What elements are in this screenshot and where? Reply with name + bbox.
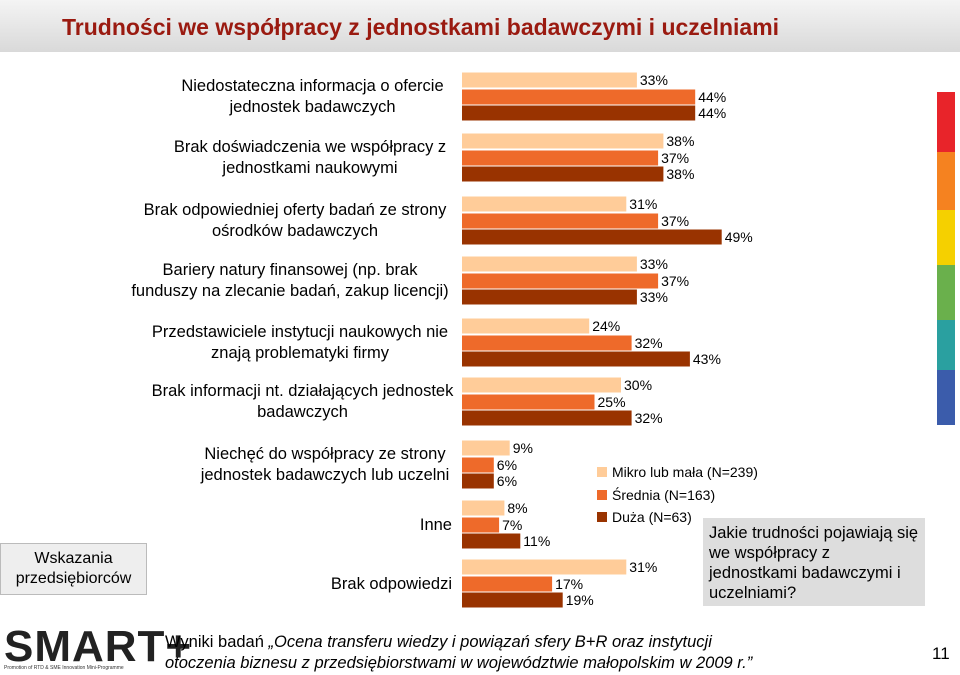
legend-swatch	[597, 489, 607, 500]
bar	[462, 273, 659, 289]
bar	[462, 592, 563, 608]
bar	[462, 105, 696, 121]
bar	[462, 351, 690, 367]
value-label: 9%	[513, 440, 533, 456]
category-label: Inne	[419, 515, 452, 534]
category-label: Brak odpowiedniej oferty badań ze strony…	[143, 201, 447, 240]
bar	[462, 576, 553, 592]
value-label: 19%	[566, 592, 594, 608]
decor-stripe	[937, 265, 955, 320]
value-label: 44%	[698, 105, 726, 121]
bar	[462, 410, 632, 426]
decor-stripe	[937, 92, 955, 152]
bar	[462, 229, 722, 245]
side-note: Wskazania przedsiębiorców	[0, 543, 147, 595]
bar	[462, 457, 494, 473]
logo-subtitle: Promotion of RTD & SME Innovation Mini-P…	[4, 665, 124, 671]
value-label: 33%	[640, 72, 668, 88]
legend-swatch	[597, 512, 607, 523]
decor-stripe	[937, 370, 955, 425]
category-label: Niedostateczna informacja o ofercie jedn…	[181, 77, 444, 116]
decor-stripe	[937, 320, 955, 370]
value-label: 37%	[661, 213, 689, 229]
legend-item: Średnia (N=163)	[597, 484, 758, 507]
footer-quote: otoczenia biznesu z przedsiębiorstwami w…	[165, 654, 753, 672]
bar	[462, 394, 595, 410]
value-label: 31%	[629, 196, 657, 212]
bar	[462, 533, 521, 549]
bar	[462, 196, 627, 212]
value-label: 7%	[502, 517, 522, 533]
bar	[462, 133, 664, 149]
value-label: 38%	[666, 166, 694, 182]
value-label: 17%	[555, 576, 583, 592]
value-label: 33%	[640, 289, 668, 305]
category-label: Niechęć do współpracy ze strony jednoste…	[200, 445, 450, 484]
value-label: 6%	[497, 473, 517, 489]
legend-label: Duża (N=63)	[612, 509, 692, 525]
legend-swatch	[597, 467, 607, 478]
bar	[462, 335, 632, 351]
bar	[462, 150, 659, 166]
value-label: 32%	[635, 335, 663, 351]
decor-stripe	[937, 210, 955, 265]
bar	[462, 72, 637, 88]
value-label: 49%	[725, 229, 753, 245]
value-label: 38%	[666, 133, 694, 149]
bar	[462, 213, 659, 229]
bar	[462, 318, 590, 334]
bar	[462, 440, 510, 456]
legend-label: Mikro lub mała (N=239)	[612, 464, 758, 480]
value-label: 44%	[698, 89, 726, 105]
value-label: 30%	[624, 377, 652, 393]
title-bar	[0, 0, 960, 52]
category-label: Przedstawiciele instytucji naukowych nie…	[151, 323, 449, 362]
bar	[462, 166, 664, 182]
category-label: Bariery natury finansowej (np. brak fund…	[131, 261, 449, 300]
category-label: Brak informacji nt. działających jednost…	[151, 382, 454, 421]
logo: SMART+	[4, 622, 193, 671]
value-label: 8%	[507, 500, 527, 516]
bar	[462, 289, 637, 305]
page-number: 11	[932, 644, 950, 663]
bar	[462, 517, 500, 533]
value-label: 37%	[661, 273, 689, 289]
value-label: 11%	[523, 533, 550, 549]
value-label: 32%	[635, 410, 663, 426]
category-label: Brak odpowiedzi	[330, 574, 452, 593]
category-label: Brak doświadczenia we współpracy z jedno…	[173, 138, 447, 177]
legend-item: Mikro lub mała (N=239)	[597, 461, 758, 484]
bar	[462, 473, 494, 489]
bar	[462, 377, 621, 393]
footer-text: Wyniki badań „Ocena transferu wiedzy i p…	[165, 632, 752, 674]
footer-quote: „Ocena transferu wiedzy i powiązań sfery…	[268, 633, 712, 651]
decor-stripe	[937, 152, 955, 210]
value-label: 31%	[629, 559, 657, 575]
bar	[462, 500, 505, 516]
bar	[462, 256, 637, 272]
value-label: 25%	[598, 394, 626, 410]
footer-intro: Wyniki badań	[165, 633, 264, 651]
value-label: 24%	[592, 318, 620, 334]
callout: Jakie trudności pojawiają się we współpr…	[703, 518, 925, 606]
value-label: 6%	[497, 457, 517, 473]
legend-label: Średnia (N=163)	[612, 486, 716, 503]
bar	[462, 89, 696, 105]
value-label: 43%	[693, 351, 721, 367]
value-label: 37%	[661, 150, 689, 166]
bar	[462, 559, 627, 575]
value-label: 33%	[640, 256, 668, 272]
legend-item: Duża (N=63)	[597, 506, 758, 529]
slide-title: Trudności we współpracy z jednostkami ba…	[62, 14, 780, 40]
legend: Mikro lub mała (N=239) Średnia (N=163) Duż…	[597, 461, 758, 529]
